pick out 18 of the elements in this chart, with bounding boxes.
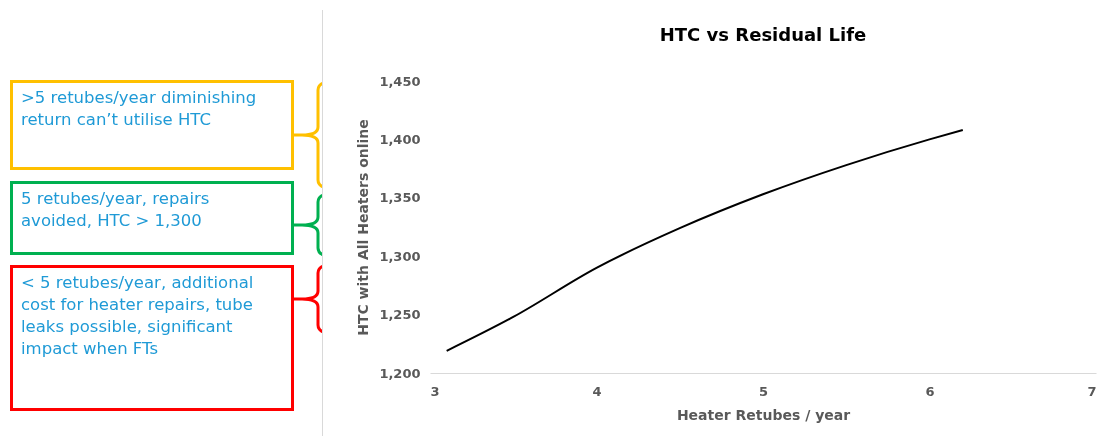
x-axis-title: Heater Retubes / year xyxy=(676,406,851,423)
y-tick-label: 1,350 xyxy=(379,190,421,206)
x-tick-label: 5 xyxy=(758,383,769,399)
x-tick-label: 7 xyxy=(1087,383,1097,399)
x-tick-label: 3 xyxy=(430,383,440,399)
text-box: < 5 retubes/year, additional cost for heater repairs, tube leaks possible, significant impact when FTs xyxy=(10,265,294,411)
x-tick-label: 6 xyxy=(925,383,935,399)
text-box: 5 retubes/year, repairs avoided, HTC > 1,300 xyxy=(10,181,294,255)
chart-title: HTC vs Residual Life xyxy=(659,24,867,45)
text-box: >5 retubes/year diminishing return can’t utilise HTC xyxy=(10,80,294,170)
y-tick-label: 1,200 xyxy=(379,365,421,381)
y-tick-label: 1,400 xyxy=(379,131,421,147)
y-tick-label: 1,300 xyxy=(379,248,421,264)
y-tick-label: 1,250 xyxy=(379,307,421,323)
x-tick-label: 4 xyxy=(592,383,602,399)
line-series xyxy=(445,129,964,352)
y-axis-title: HTC with All Heaters online xyxy=(355,119,372,336)
y-tick-label: 1,450 xyxy=(379,73,421,89)
